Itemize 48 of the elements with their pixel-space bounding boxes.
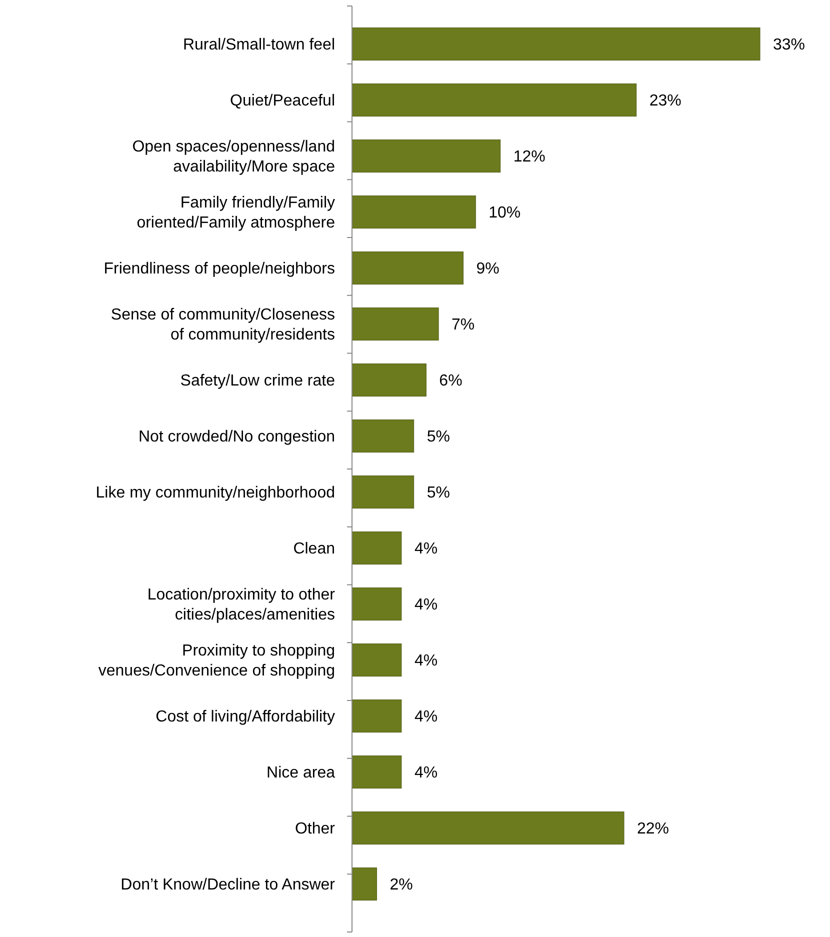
data-label: 22% xyxy=(637,820,670,838)
bar xyxy=(352,868,377,900)
y-tick-label: Other xyxy=(294,820,336,838)
y-tick-label: Clean xyxy=(293,540,335,558)
y-tick-label: Safety/Low crime rate xyxy=(180,372,336,390)
data-label: 4% xyxy=(414,764,438,782)
bar xyxy=(352,644,402,676)
data-label: 12% xyxy=(513,148,546,166)
data-label: 4% xyxy=(414,708,438,726)
y-tick-label: Friendliness of people/neighbors xyxy=(104,260,335,278)
bar xyxy=(352,700,402,732)
bar xyxy=(352,28,760,60)
y-tick-label: Not crowded/No congestion xyxy=(138,428,335,446)
data-label: 7% xyxy=(452,316,475,334)
data-label: 4% xyxy=(414,652,438,670)
data-label: 33% xyxy=(773,36,806,54)
bar xyxy=(352,532,402,564)
bar xyxy=(352,420,414,452)
bar xyxy=(352,252,464,284)
y-tick-label: Like my community/neighborhood xyxy=(96,484,335,502)
y-tick-label: Family friendly/Family oriented/Family atmosphere xyxy=(136,194,336,232)
y-tick-label: Open spaces/openness/land availability/More space xyxy=(132,138,336,176)
bar xyxy=(352,196,476,228)
y-tick-label: Rural/Small-town feel xyxy=(182,36,335,54)
bar xyxy=(352,364,426,396)
y-tick-label: Sense of community/Closeness of community/residents xyxy=(110,306,335,344)
bar xyxy=(352,756,402,788)
bar xyxy=(352,140,501,172)
y-tick-label: Proximity to shopping venues/Convenience of shopping xyxy=(98,642,335,680)
data-label: 6% xyxy=(439,372,462,390)
bar xyxy=(352,84,637,116)
y-tick-label: Location/proximity to other cities/places/amenities xyxy=(147,586,336,624)
data-label: 4% xyxy=(414,596,438,614)
bar xyxy=(352,476,414,508)
bar xyxy=(352,308,439,340)
bar xyxy=(352,588,402,620)
data-label: 9% xyxy=(476,260,500,278)
y-tick-label: Cost of living/Affordability xyxy=(156,708,335,726)
data-label: 2% xyxy=(390,876,413,894)
data-label: 23% xyxy=(649,92,682,110)
bar xyxy=(352,812,624,844)
data-label: 5% xyxy=(426,484,450,502)
data-label: 5% xyxy=(426,428,450,446)
data-label: 10% xyxy=(488,204,521,222)
data-label: 4% xyxy=(414,540,438,558)
y-tick-label: Nice area xyxy=(266,764,336,782)
y-tick-label: Don’t Know/Decline to Answer xyxy=(120,876,336,894)
y-tick-label: Quiet/Peaceful xyxy=(230,92,335,110)
